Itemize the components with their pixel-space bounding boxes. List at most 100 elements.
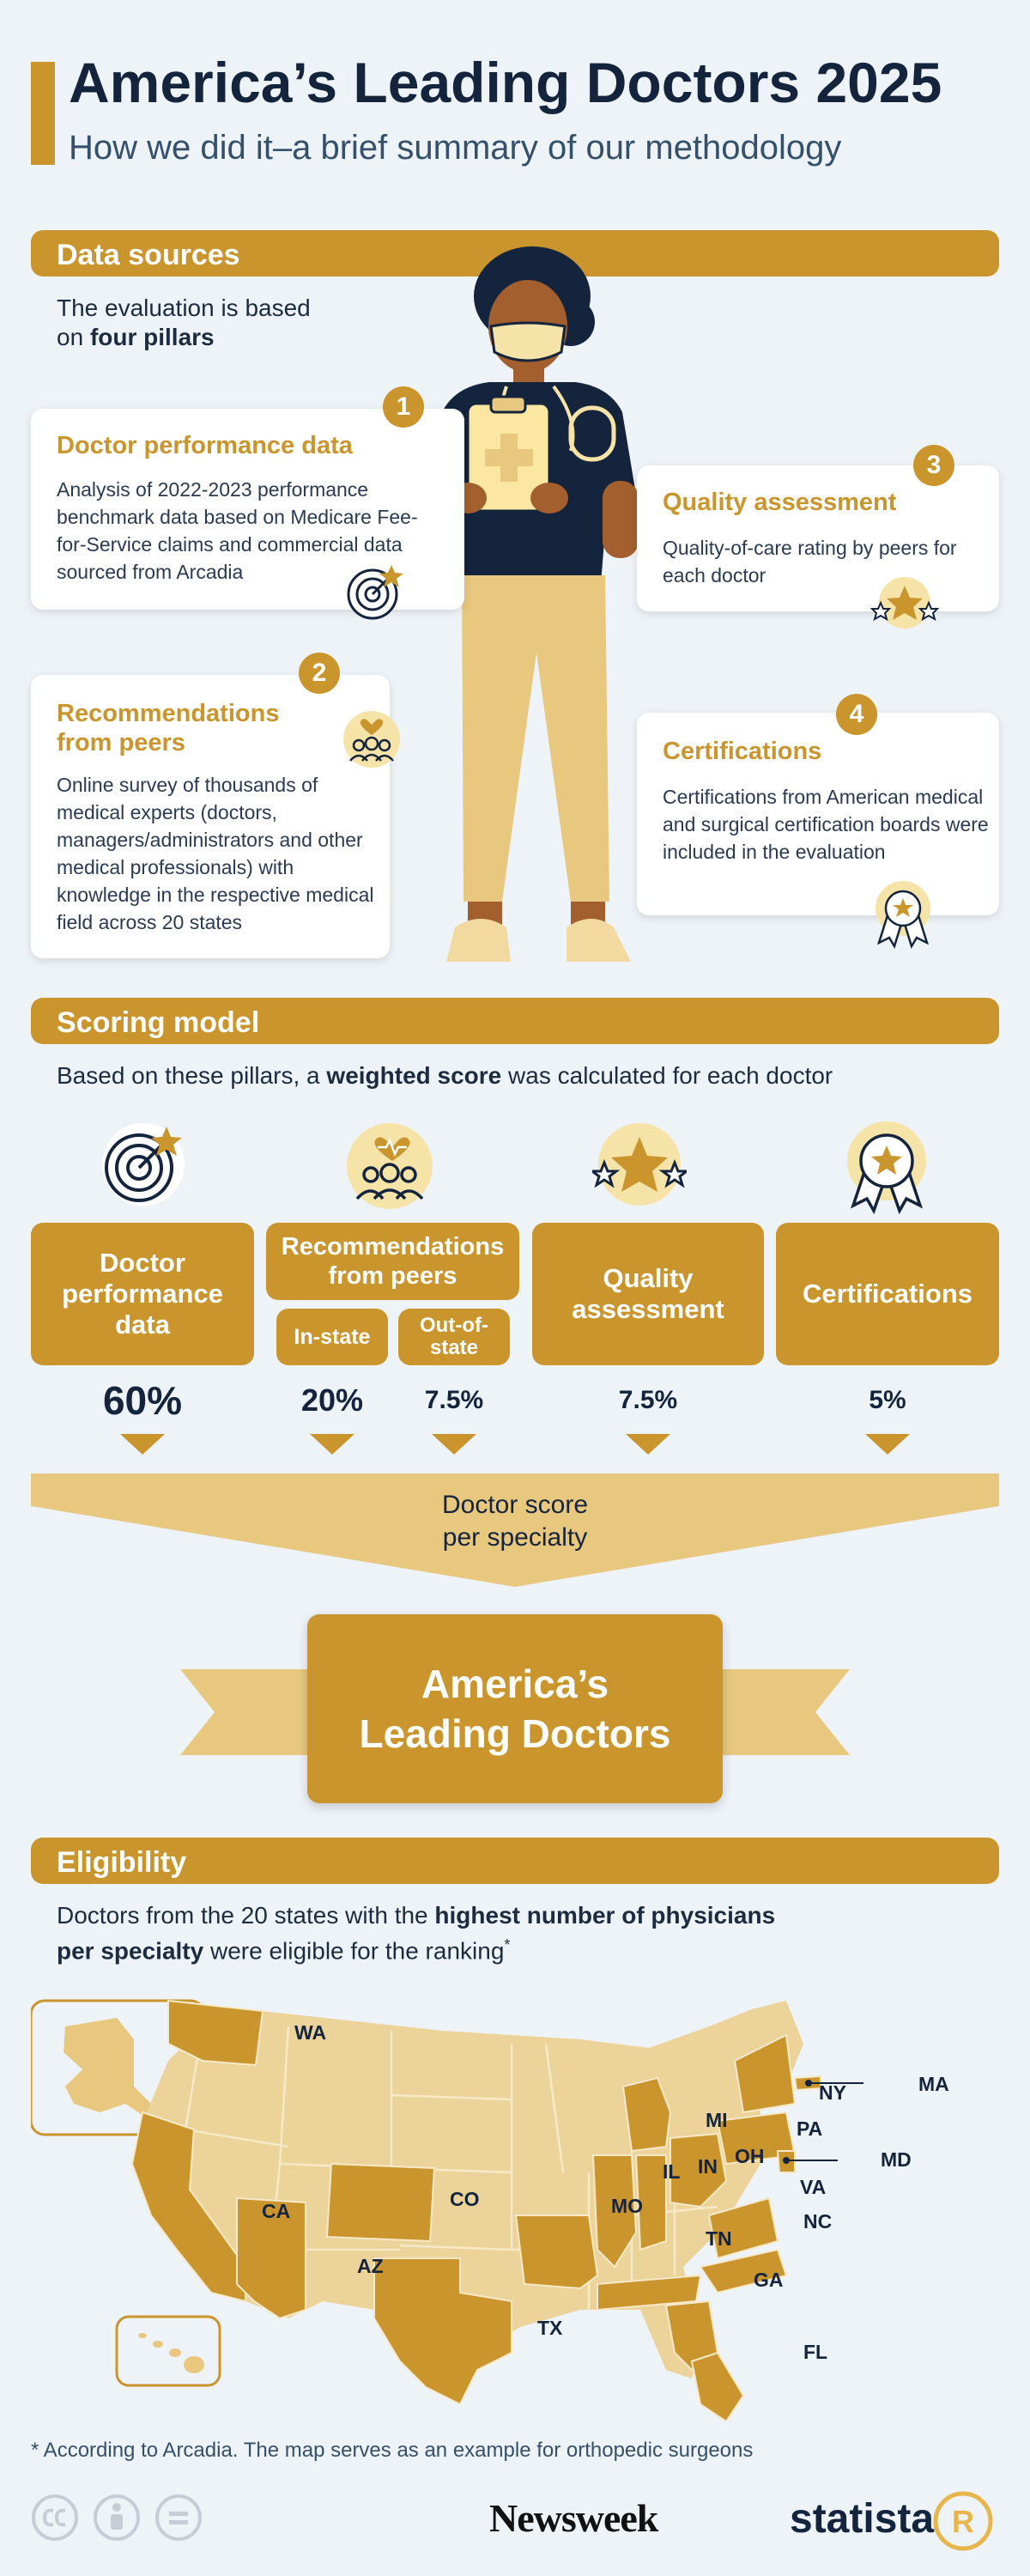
- data-sources-intro: The evaluation is based on four pillars: [57, 294, 311, 352]
- weight-out-of-state: 7.5%: [424, 1386, 484, 1414]
- pillar-text-performance: Analysis of 2022-2023 performance benchm…: [57, 478, 418, 583]
- eligibility-line2-post: were eligible for the ranking: [203, 1937, 505, 1965]
- eligibility-line1-bold: highest number of physicians: [434, 1902, 776, 1929]
- score-box-out-of-state: Out-of-state: [398, 1309, 510, 1365]
- award-icon: [876, 881, 930, 950]
- page-title: America’s Leading Doctors 2025: [69, 51, 942, 114]
- award-icon: [847, 1121, 926, 1215]
- pillar-card-peers: Recommendations from peers Online survey…: [31, 675, 400, 958]
- us-map: [31, 1999, 863, 2421]
- eligibility-intro: Doctors from the 20 states with the high…: [57, 1901, 775, 1965]
- footnote: * According to Arcadia. The map serves a…: [31, 2439, 754, 2462]
- pillar-title-performance: Doctor performance data: [57, 432, 353, 459]
- pillar-number-1: 1: [383, 386, 424, 428]
- state-label-ma: MA: [918, 2073, 949, 2095]
- arrow-down-icon: [310, 1434, 354, 1455]
- state-label-ca: CA: [262, 2200, 291, 2222]
- funnel-line-1: Doctor score: [441, 1491, 589, 1519]
- scoring-intro-bold: weighted score: [326, 1062, 502, 1089]
- pillar-text-quality: Quality-of-care rating by peers for each…: [663, 537, 957, 586]
- pillar-card-certifications: Certifications Certifications from Ameri…: [637, 713, 999, 950]
- state-label-az: AZ: [357, 2255, 384, 2277]
- eligibility-line1-pre: Doctors from the 20 states with the: [57, 1902, 435, 1929]
- page-subtitle: How we did it–a brief summary of our met…: [69, 129, 842, 167]
- state-label-tx: TX: [537, 2317, 563, 2339]
- funnel-line-2: per specialty: [442, 1523, 588, 1552]
- score-box-performance: Doctor performance data: [31, 1223, 254, 1365]
- pillar-number-4: 4: [836, 694, 877, 735]
- scoring-model-band: Scoring model: [31, 998, 999, 1044]
- eligibility-band: Eligibility: [31, 1838, 999, 1884]
- state-label-co: CO: [450, 2188, 480, 2210]
- state-label-ny: NY: [819, 2081, 846, 2104]
- scoring-model-heading: Scoring model: [57, 1006, 260, 1039]
- stars-icon: [592, 1123, 687, 1206]
- target-icon: [102, 1123, 185, 1206]
- score-box-certifications: Certifications: [776, 1223, 999, 1365]
- eligibility-heading: Eligibility: [57, 1846, 187, 1879]
- score-box-quality: Quality assessment: [532, 1223, 764, 1365]
- state-label-il: IL: [663, 2160, 681, 2183]
- cc-icon: [32, 2494, 78, 2541]
- state-label-nc: NC: [803, 2210, 833, 2233]
- pillar-title-peers: Recommendations from peers: [57, 700, 280, 756]
- pillar-title-quality: Quality assessment: [663, 489, 897, 516]
- state-label-ga: GA: [754, 2269, 784, 2291]
- newsweek-logo: Newsweek: [489, 2496, 658, 2540]
- pillar-title-certifications: Certifications: [663, 738, 822, 765]
- pillar-card-quality: Quality assessment Quality-of-care ratin…: [637, 465, 999, 629]
- weight-quality: 7.5%: [618, 1386, 678, 1414]
- score-box-in-state: In-state: [276, 1309, 388, 1365]
- eligibility-line-2: per specialty were eligible for the rank…: [57, 1930, 775, 1965]
- arrow-down-icon: [432, 1434, 476, 1455]
- weight-in-state: 20%: [300, 1382, 364, 1418]
- scoring-intro-pre: Based on these pillars, a: [57, 1062, 327, 1089]
- weight-performance: 60%: [102, 1378, 183, 1423]
- state-label-mi: MI: [706, 2109, 728, 2131]
- scoring-intro-post: was calculated for each doctor: [501, 1062, 833, 1089]
- intro-line-1: The evaluation is based: [57, 295, 311, 321]
- statista-r-icon: R: [933, 2491, 993, 2551]
- arrow-down-icon: [120, 1434, 165, 1455]
- state-label-md: MD: [881, 2148, 912, 2171]
- intro-bold: four pillars: [89, 324, 215, 350]
- target-icon: [347, 565, 403, 620]
- result-line-2: Leading Doctors: [359, 1711, 671, 1756]
- arrow-down-icon: [865, 1434, 910, 1455]
- stars-icon: [870, 577, 939, 629]
- pillar-text-peers: Online survey of thousands of medical ex…: [57, 774, 374, 933]
- data-sources-heading: Data sources: [57, 239, 240, 271]
- title-accent-bar: [31, 62, 55, 165]
- eligibility-line-1: Doctors from the 20 states with the high…: [57, 1901, 775, 1930]
- eligibility-asterisk: *: [504, 1936, 511, 1953]
- funnel-label: Doctor score per specialty: [343, 1489, 687, 1554]
- state-label-fl: FL: [803, 2341, 828, 2363]
- intro-on: on: [57, 324, 90, 350]
- state-label-oh: OH: [735, 2145, 765, 2167]
- score-box-peers: Recommendations from peers: [266, 1223, 519, 1300]
- nd-icon: [155, 2494, 202, 2541]
- state-label-in: IN: [698, 2155, 718, 2178]
- svg-text:R: R: [952, 2504, 974, 2539]
- state-label-pa: PA: [797, 2117, 823, 2140]
- pillar-text-certifications: Certifications from American medical and…: [663, 786, 989, 863]
- result-line-1: America’s: [421, 1662, 609, 1706]
- statista-logo: statista: [790, 2496, 935, 2542]
- state-label-va: VA: [800, 2176, 827, 2198]
- intro-line-2: on four pillars: [57, 323, 311, 352]
- state-label-tn: TN: [706, 2227, 732, 2250]
- peers-icon: [343, 711, 400, 768]
- eligibility-line2-bold: per specialty: [57, 1937, 204, 1965]
- state-label-wa: WA: [294, 2021, 327, 2044]
- weight-certifications: 5%: [869, 1386, 906, 1414]
- pillar-number-2: 2: [299, 653, 340, 694]
- by-icon: [94, 2494, 140, 2541]
- peers-icon: [347, 1123, 433, 1209]
- pillar-number-3: 3: [913, 445, 954, 486]
- pillar-card-performance: Doctor performance data Analysis of 2022…: [31, 409, 464, 620]
- score-funnel: [31, 1473, 999, 1587]
- result-box: America’s Leading Doctors: [307, 1614, 723, 1803]
- arrow-down-icon: [626, 1434, 670, 1455]
- scoring-intro: Based on these pillars, a weighted score…: [57, 1061, 833, 1091]
- state-label-mo: MO: [611, 2195, 644, 2217]
